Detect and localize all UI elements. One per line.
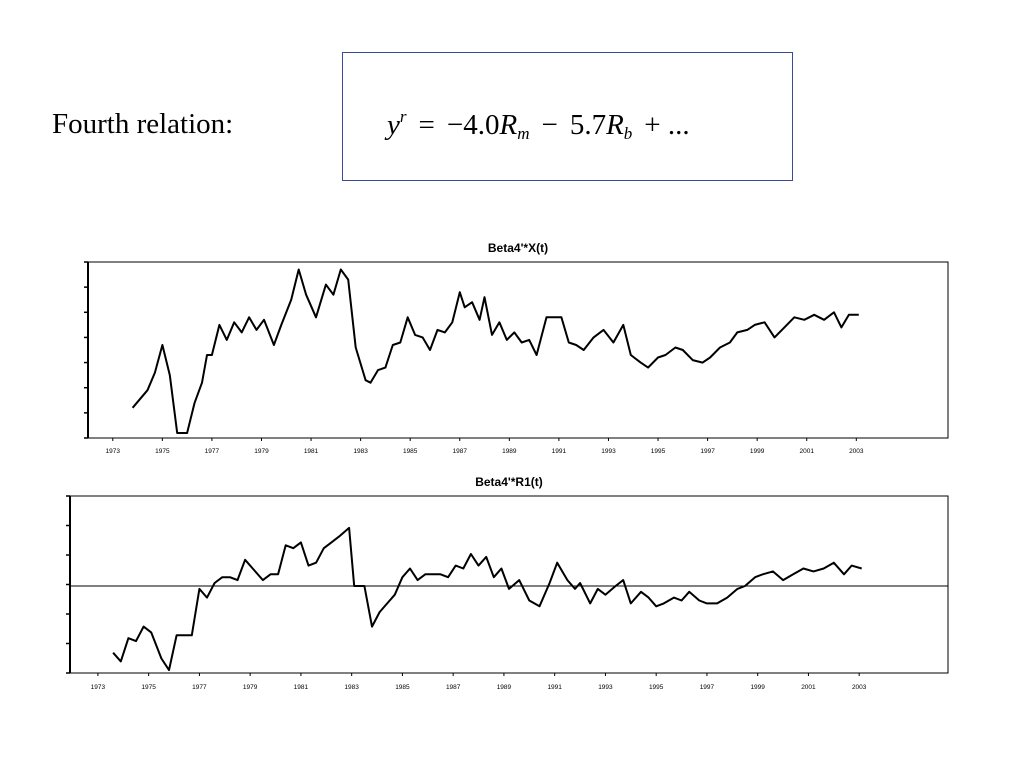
chart-2-x-tick-label: 1977 — [192, 684, 207, 691]
formula-coef-1: −4.0 — [446, 109, 500, 141]
chart-2-x-tick-label: 1993 — [598, 684, 613, 691]
chart-1-x-tick-label: 1985 — [403, 448, 418, 455]
formula-tail: + ... — [644, 109, 690, 141]
chart-2-series-line — [112, 526, 862, 672]
chart-1-x-tick-label: 1987 — [453, 448, 468, 455]
formula-box: yr = −4.0Rm −5.7Rb + ... — [342, 52, 793, 181]
formula-lhs-superscript: r — [399, 107, 407, 126]
chart-1-x-tick-label: 1999 — [750, 448, 765, 455]
formula-sub-1: m — [517, 124, 530, 143]
formula-minus: − — [541, 109, 558, 141]
chart-1-x-tick-label: 1989 — [502, 448, 517, 455]
chart-2-x-tick-label: 2001 — [801, 684, 816, 691]
chart-1-x-tick-label: 2001 — [799, 448, 814, 455]
chart-2-x-tick-label: 1983 — [344, 684, 359, 691]
chart-2-x-tick-label: 1975 — [141, 684, 156, 691]
chart-1-x-tick-label: 1993 — [601, 448, 616, 455]
chart-1-x-tick-label: 1977 — [205, 448, 220, 455]
slide-heading: Fourth relation: — [52, 108, 234, 140]
chart-1-x-tick-label: 1991 — [552, 448, 567, 455]
chart-1-x-tick-label: 1997 — [700, 448, 715, 455]
chart-2-x-tick-label: 2003 — [852, 684, 867, 691]
chart-2-x-tick-label: 1999 — [750, 684, 765, 691]
chart-1-x-tick-label: 1983 — [353, 448, 368, 455]
chart-1-series-line — [131, 268, 859, 434]
chart-2-x-tick-label: 1981 — [294, 684, 309, 691]
chart-2-x-tick-label: 1995 — [649, 684, 664, 691]
chart-1-x-tick-label: 1995 — [651, 448, 666, 455]
chart-1-x-tick-label: 1975 — [155, 448, 170, 455]
chart-2-plot-frame — [69, 495, 949, 674]
chart-1-x-tick-label: 1979 — [254, 448, 269, 455]
formula: yr = −4.0Rm −5.7Rb + ... — [387, 97, 690, 154]
formula-equals: = — [418, 109, 435, 141]
chart-1-plot-frame — [87, 261, 949, 439]
chart-2-title: Beta4'*R1(t) — [475, 475, 543, 489]
chart-2-x-tick-label: 1979 — [243, 684, 258, 691]
formula-var-1: R — [499, 109, 518, 141]
chart-2-x-tick-label: 1985 — [395, 684, 410, 691]
formula-lhs-var: y — [387, 109, 400, 141]
chart-2-x-tick-label: 1973 — [91, 684, 106, 691]
chart-2-x-tick-label: 1989 — [497, 684, 512, 691]
chart-1-x-tick-label: 1981 — [304, 448, 319, 455]
chart-1-title: Beta4'*X(t) — [488, 241, 548, 255]
chart-2-x-tick-label: 1991 — [547, 684, 562, 691]
chart-2-x-tick-label: 1987 — [446, 684, 461, 691]
formula-coef-2: 5.7 — [569, 109, 607, 141]
chart-1-x-tick-label: 2003 — [849, 448, 864, 455]
formula-sub-2: b — [623, 124, 633, 143]
chart-1-x-tick-label: 1973 — [106, 448, 121, 455]
formula-var-2: R — [606, 109, 624, 141]
chart-2-x-tick-label: 1997 — [700, 684, 715, 691]
